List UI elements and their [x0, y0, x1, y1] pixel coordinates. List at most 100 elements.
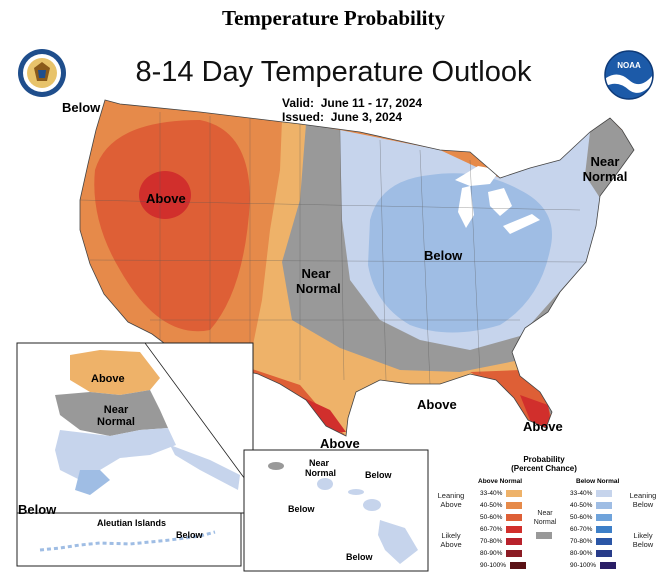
legend-row-below-3: 60-70% — [570, 525, 613, 534]
legend-title-2: (Percent Chance) — [511, 464, 577, 473]
legend-range-below-4: 70-80% — [570, 538, 593, 545]
lb-1: Leaning — [629, 491, 657, 500]
ak-near-2: Normal — [97, 416, 135, 428]
legend-title: Probability (Percent Chance) — [494, 455, 594, 473]
label-near-normal-central: Near Normal — [296, 266, 341, 296]
legend-range-below-2: 50-60% — [570, 514, 593, 521]
legend-title-1: Probability — [523, 455, 565, 464]
label-below-east: Below — [424, 248, 463, 263]
label-near-normal-ne: Near Normal — [582, 154, 628, 184]
label-above-florida: Above — [523, 419, 563, 434]
legend-row-below-1: 40-50% — [570, 501, 613, 510]
lake-erie — [503, 214, 540, 234]
lyb-2: Below — [632, 540, 654, 549]
label-ak-below: Below — [18, 502, 57, 517]
label-above-gulf: Above — [417, 397, 457, 412]
noaa-logo-icon: NOAA — [604, 50, 654, 100]
label-hi-near: Near Normal — [305, 458, 337, 478]
legend-range-below-5: 80-90% — [570, 550, 593, 557]
lake-huron — [488, 188, 512, 216]
legend-swatch-below-4 — [596, 538, 613, 545]
hi-kauai — [268, 462, 284, 470]
label-hi-below-2: Below — [288, 504, 315, 514]
legend-leaning-above: Leaning Above — [432, 491, 470, 509]
below-33-40-region — [340, 130, 622, 350]
legend: Probability (Percent Chance) Above Normal… — [428, 453, 662, 571]
ak-near-1: Near — [103, 404, 129, 416]
near-line-1: Near — [301, 266, 331, 281]
hi-bigisland — [378, 520, 418, 564]
legend-range-below-1: 40-50% — [570, 502, 593, 509]
issued-value: June 3, 2024 — [330, 110, 403, 124]
above-40-50-region — [80, 100, 634, 436]
label-ak-near: Near Normal — [96, 404, 136, 428]
legend-leaning-below: Leaning Below — [624, 491, 662, 509]
legend-range-below-3: 60-70% — [570, 526, 593, 533]
legend-row-above-0: 33-40% — [480, 489, 523, 498]
legend-near-swatch — [536, 532, 552, 539]
hi-molokai — [348, 489, 364, 495]
legend-likely-above: Likely Above — [432, 531, 470, 549]
legend-range-below-6: 90-100% — [570, 562, 597, 569]
label-aleutian-below: Below — [176, 530, 203, 540]
legend-range-above-5: 80-90% — [480, 550, 503, 557]
noaa-text: NOAA — [617, 61, 641, 70]
hi-oahu — [317, 478, 333, 490]
legend-swatch-below-2 — [596, 514, 613, 521]
legend-row-above-4: 70-80% — [480, 537, 523, 546]
legend-row-above-2: 50-60% — [480, 513, 523, 522]
la-2: Above — [440, 500, 462, 509]
valid-value: June 11 - 17, 2024 — [320, 96, 423, 110]
lyb-1: Likely — [633, 531, 653, 540]
above-texas-60-70 — [300, 396, 346, 432]
alaska-inset — [16, 342, 254, 514]
legend-swatch-above-6 — [510, 562, 527, 569]
hi-near-1: Near — [308, 458, 329, 468]
la-1: Leaning — [437, 491, 465, 500]
above-fl-50-60 — [470, 370, 552, 420]
legend-row-below-0: 33-40% — [570, 489, 613, 498]
legend-range-above-4: 70-80% — [480, 538, 503, 545]
lya-2: Above — [440, 540, 462, 549]
legend-swatch-below-3 — [596, 526, 613, 533]
legend-swatch-below-0 — [596, 490, 613, 497]
hi-near-2: Normal — [305, 468, 337, 478]
label-above-west: Above — [146, 191, 186, 206]
legend-likely-below: Likely Below — [624, 531, 662, 549]
legend-swatch-above-0 — [506, 490, 523, 497]
legend-row-below-4: 70-80% — [570, 537, 613, 546]
lya-1: Likely — [441, 531, 461, 540]
legend-swatch-below-5 — [596, 550, 613, 557]
issued-date: Issued: June 3, 2024 — [282, 110, 402, 124]
label-aleutian-title: Aleutian Islands — [97, 518, 167, 528]
lake-michigan — [458, 186, 474, 228]
legend-range-below-0: 33-40% — [570, 490, 593, 497]
legend-above-head: Above Normal — [478, 478, 523, 485]
legend-row-below-5: 80-90% — [570, 549, 613, 558]
legend-range-above-6: 90-100% — [480, 562, 507, 569]
map-title: 8-14 Day Temperature Outlook — [135, 56, 532, 88]
legend-below-head: Below Normal — [576, 478, 620, 485]
ak-panhandle-region — [170, 445, 240, 490]
label-above-texas: Above — [320, 436, 360, 451]
valid-label: Valid: — [282, 96, 315, 110]
legend-range-above-1: 40-50% — [480, 502, 503, 509]
ak-leaning-below-region — [55, 428, 176, 480]
lake-superior — [455, 166, 500, 186]
issued-label: Issued: — [282, 110, 325, 124]
valid-dates: Valid: June 11 - 17, 2024 — [282, 96, 422, 110]
legend-swatch-above-1 — [506, 502, 523, 509]
legend-row-below-2: 50-60% — [570, 513, 613, 522]
lb-2: Below — [632, 500, 654, 509]
ak-below-region — [75, 470, 110, 495]
legend-range-above-2: 50-60% — [480, 514, 503, 521]
legend-swatch-above-4 — [506, 538, 523, 545]
label-hi-below-1: Below — [365, 470, 392, 480]
label-hi-below-3: Below — [346, 552, 373, 562]
legend-row-above-6: 90-100% — [480, 561, 527, 570]
above-50-60-region — [94, 120, 251, 332]
label-ak-above: Above — [91, 373, 125, 385]
legend-swatch-above-5 — [506, 550, 523, 557]
legend-row-above-5: 80-90% — [480, 549, 523, 558]
legend-swatch-above-2 — [506, 514, 523, 521]
